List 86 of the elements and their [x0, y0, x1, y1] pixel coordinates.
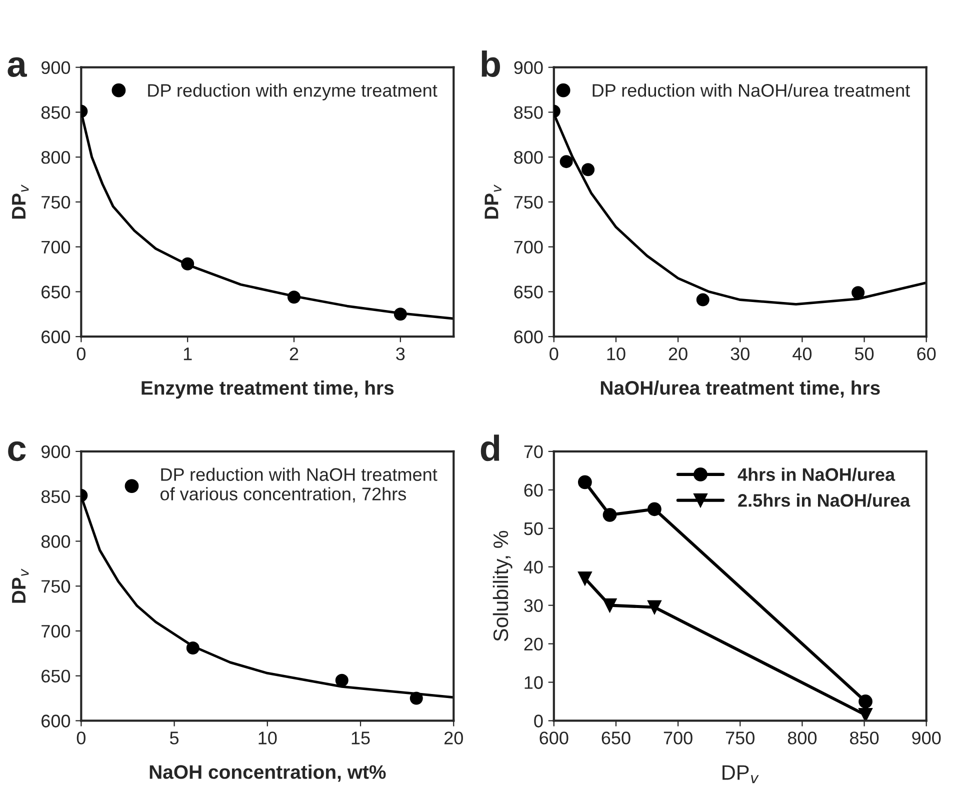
point: [602, 508, 617, 522]
y-tick-label: 800: [514, 151, 543, 164]
point: [410, 692, 423, 705]
y-tick-label: 650: [42, 286, 70, 298]
y-tick-label: 900: [514, 61, 543, 74]
point: [582, 163, 595, 176]
y-tick-label: 750: [42, 196, 70, 209]
y-tick-label: 800: [41, 151, 70, 164]
x-tick-label: 900: [912, 732, 941, 744]
y-tick-label: 20: [524, 638, 543, 651]
y-tick-label: 900: [41, 61, 70, 74]
y-tick-label: 650: [514, 286, 543, 298]
x-tick-label: 20: [668, 347, 688, 360]
y-axis-title: Solubility, %: [492, 530, 512, 642]
point: [560, 155, 573, 168]
y-tick-label: 850: [514, 106, 543, 119]
y-tick-label: 50: [524, 522, 543, 536]
x-tick-label: 60: [917, 347, 936, 360]
point: [858, 708, 872, 721]
y-axis-title: DP$_{v}$: [12, 184, 29, 219]
y-tick-label: 900: [41, 445, 70, 458]
x-tick-label: 850: [850, 732, 879, 744]
y-tick-label: 600: [42, 714, 70, 728]
x-tick-label: 0: [550, 347, 558, 360]
legend-label: 4hrs in NaOH/urea: [738, 468, 896, 482]
chart-title: d: [480, 434, 500, 462]
point: [288, 290, 301, 304]
y-tick-label: 750: [514, 196, 543, 209]
x-tick-label: 10: [258, 732, 277, 744]
point: [335, 674, 348, 687]
y-tick-label: 650: [42, 670, 70, 683]
y-tick-label: 0: [534, 714, 543, 728]
x-tick-label: 50: [854, 347, 874, 360]
legend-label: DP reduction with NaOH/urea treatment: [592, 84, 910, 97]
y-tick-label: 60: [524, 484, 543, 497]
legend-label: DP reduction with NaOH treatment of various concentration, 72hrs: [160, 468, 438, 503]
point: [648, 600, 662, 614]
point: [394, 308, 407, 321]
point: [852, 286, 865, 300]
x-tick-label: 5: [170, 732, 179, 744]
y-tick-label: 10: [524, 676, 543, 689]
y-tick-label: 700: [42, 240, 70, 254]
y-tick-label: 30: [524, 599, 543, 612]
x-tick-label: 20: [444, 732, 463, 744]
point: [602, 598, 617, 612]
x-tick-label: 800: [788, 732, 817, 744]
y-tick-label: 700: [42, 624, 70, 638]
y-tick-label: 700: [514, 240, 543, 254]
x-tick-label: 30: [730, 347, 750, 360]
x-tick-label: 3: [396, 347, 405, 360]
x-tick-label: 40: [792, 347, 812, 360]
x-tick-label: 15: [352, 732, 370, 744]
point: [181, 257, 194, 270]
y-tick-label: 600: [514, 330, 543, 344]
point: [858, 694, 872, 708]
x-tick-label: 0: [76, 732, 86, 744]
x-tick-label: 2: [290, 347, 298, 360]
y-tick-label: 800: [41, 535, 70, 548]
point: [578, 475, 592, 490]
y-tick-label: 600: [42, 330, 70, 344]
x-tick-label: 0: [76, 347, 86, 360]
x-tick-label: 650: [602, 732, 630, 744]
y-tick-label: 40: [524, 560, 543, 574]
y-axis-title: DP$_{v}$: [484, 184, 502, 219]
legend-label: 2.5hrs in NaOH/urea: [738, 494, 910, 507]
point: [648, 502, 662, 516]
y-tick-label: 70: [524, 445, 543, 458]
y-tick-label: 850: [41, 106, 70, 119]
x-axis-title: Enzyme treatment time, hrs: [142, 380, 394, 399]
x-tick-label: 1: [184, 348, 192, 360]
x-tick-label: 750: [726, 732, 754, 744]
x-tick-label: 10: [607, 347, 626, 360]
y-tick-label: 850: [41, 490, 70, 504]
x-tick-label: 700: [664, 732, 692, 744]
y-axis-title: DP$_{v}$: [12, 568, 29, 603]
chart-title: c: [8, 441, 26, 462]
legend-label: DP reduction with enzyme treatment: [148, 84, 438, 100]
chart-title: b: [482, 50, 500, 78]
x-axis-title: NaOH/urea treatment time, hrs: [600, 380, 880, 398]
x-tick-label: 600: [540, 732, 568, 744]
y-tick-label: 750: [42, 580, 70, 593]
x-axis-title: DP$_{v}$: [722, 765, 759, 784]
chart-title: a: [8, 57, 27, 78]
point: [696, 293, 710, 306]
point: [578, 571, 592, 586]
x-axis-title: NaOH concentration, wt%: [150, 764, 386, 782]
